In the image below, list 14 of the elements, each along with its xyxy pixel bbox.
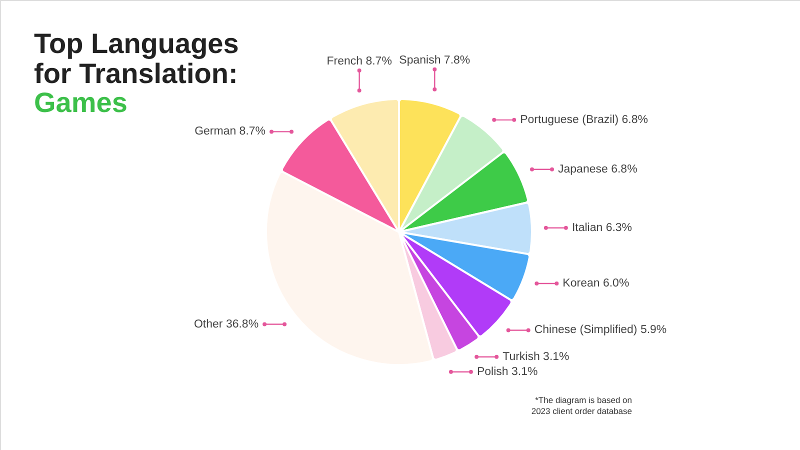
slice-label: Polish 3.1% (476, 366, 538, 378)
slice-label: Korean 6.0% (562, 278, 630, 290)
slice-label: Spanish 7.8% (399, 54, 470, 66)
text: Games (34, 87, 128, 118)
slice-label: French 8.7% (326, 55, 392, 68)
slice-label: Portuguese (Brazil) 6.8% (520, 114, 648, 126)
chart-title: Top Languages for Translation: (34, 28, 239, 89)
slice-label: German 8.7% (194, 126, 266, 138)
slice-label: Other 36.8% (194, 318, 259, 330)
slice-label: Italian 6.3% (572, 222, 632, 234)
slice-label: Chinese (Simplified) 5.9% (534, 324, 667, 336)
text: *The diagram is based on 2023 client order database (531, 395, 632, 416)
slice-label: Turkish 3.1% (502, 350, 570, 363)
slice-label: Japanese 6.8% (558, 163, 638, 176)
